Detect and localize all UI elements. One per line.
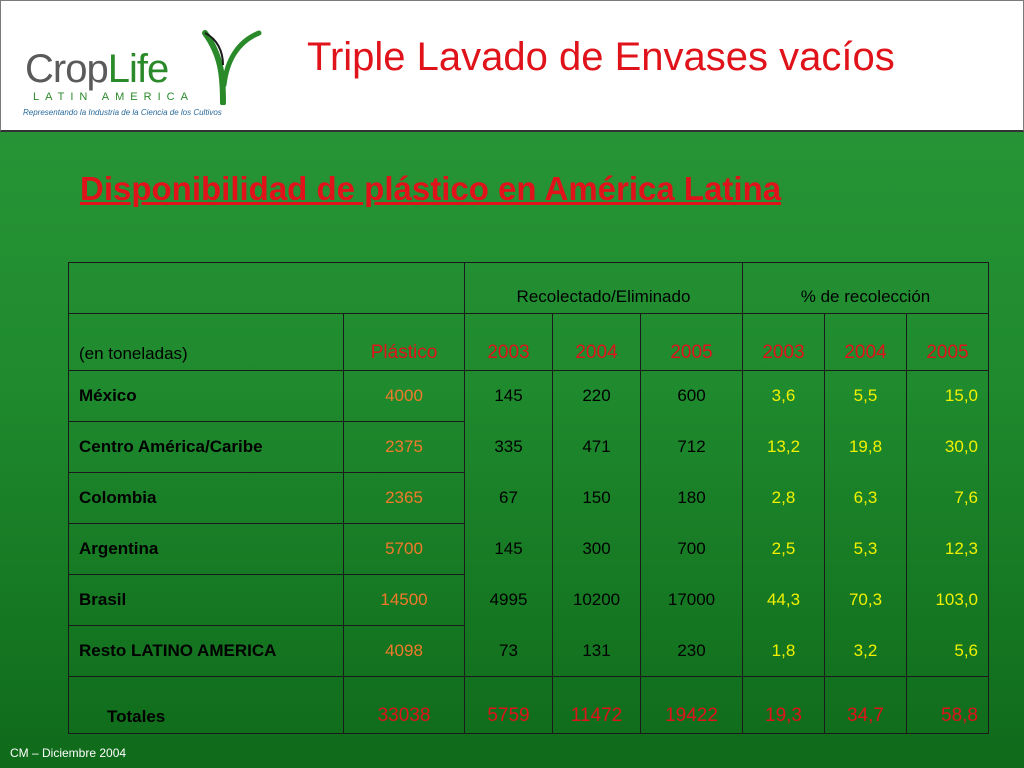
col-header-year: 2004 — [824, 313, 907, 371]
collected-cell: 150 — [552, 472, 641, 524]
percent-cell: 1,8 — [742, 625, 825, 677]
totals-percent: 58,8 — [906, 676, 989, 734]
col-header-year: 2003 — [464, 313, 553, 371]
totals-percent: 34,7 — [824, 676, 907, 734]
totals-percent: 19,3 — [742, 676, 825, 734]
percent-cell: 3,6 — [742, 370, 825, 422]
country-cell: Centro América/Caribe — [68, 421, 344, 473]
table-row: Resto LATINO AMERICA 4098 73 131 230 1,8… — [68, 625, 989, 677]
country-cell: Argentina — [68, 523, 344, 575]
percent-cell: 2,5 — [742, 523, 825, 575]
table-row: Centro América/Caribe 2375 335 471 712 1… — [68, 421, 989, 473]
collected-cell: 10200 — [552, 574, 641, 626]
totals-collected: 19422 — [640, 676, 743, 734]
collected-cell: 67 — [464, 472, 553, 524]
table-row: Brasil 14500 4995 10200 17000 44,3 70,3 … — [68, 574, 989, 626]
totals-plastic: 33038 — [343, 676, 465, 734]
collected-cell: 600 — [640, 370, 743, 422]
percent-cell: 13,2 — [742, 421, 825, 473]
collected-cell: 700 — [640, 523, 743, 575]
percent-cell: 19,8 — [824, 421, 907, 473]
country-cell: Resto LATINO AMERICA — [68, 625, 344, 677]
percent-cell: 5,5 — [824, 370, 907, 422]
plastic-availability-table: Recolectado/Eliminado % de recolección (… — [68, 262, 989, 734]
plastic-cell: 2375 — [343, 421, 465, 473]
page-title: Triple Lavado de Envases vacíos — [307, 35, 895, 79]
group-header-collected: Recolectado/Eliminado — [464, 262, 743, 314]
percent-cell: 12,3 — [906, 523, 989, 575]
percent-cell: 3,2 — [824, 625, 907, 677]
collected-cell: 73 — [464, 625, 553, 677]
percent-cell: 7,6 — [906, 472, 989, 524]
table-row: México 4000 145 220 600 3,6 5,5 15,0 — [68, 370, 989, 422]
plastic-cell: 14500 — [343, 574, 465, 626]
percent-cell: 44,3 — [742, 574, 825, 626]
logo-subtitle: LATIN AMERICA — [33, 91, 194, 103]
collected-cell: 471 — [552, 421, 641, 473]
totals-collected: 11472 — [552, 676, 641, 734]
percent-cell: 70,3 — [824, 574, 907, 626]
logo-wordmark: CropLife — [25, 47, 169, 91]
collected-cell: 335 — [464, 421, 553, 473]
country-cell: Brasil — [68, 574, 344, 626]
totals-label: Totales — [68, 676, 344, 734]
col-header-plastic: Plástico — [343, 313, 465, 371]
sprout-icon — [202, 30, 262, 105]
section-title: Disponibilidad de plástico en América La… — [80, 170, 782, 207]
collected-cell: 145 — [464, 370, 553, 422]
croplife-logo: CropLife LATIN AMERICA Representando la … — [23, 25, 263, 125]
col-header-year: 2005 — [640, 313, 743, 371]
table-row: Argentina 5700 145 300 700 2,5 5,3 12,3 — [68, 523, 989, 575]
collected-cell: 17000 — [640, 574, 743, 626]
plastic-cell: 2365 — [343, 472, 465, 524]
plastic-cell: 5700 — [343, 523, 465, 575]
slide-header: CropLife LATIN AMERICA Representando la … — [0, 0, 1024, 132]
col-header-year: 2004 — [552, 313, 641, 371]
collected-cell: 131 — [552, 625, 641, 677]
percent-cell: 103,0 — [906, 574, 989, 626]
col-header-year: 2005 — [906, 313, 989, 371]
percent-cell: 2,8 — [742, 472, 825, 524]
collected-cell: 4995 — [464, 574, 553, 626]
collected-cell: 300 — [552, 523, 641, 575]
country-cell: Colombia — [68, 472, 344, 524]
logo-tagline: Representando la Industria de la Ciencia… — [23, 108, 222, 117]
collected-cell: 145 — [464, 523, 553, 575]
collected-cell: 180 — [640, 472, 743, 524]
table-row: Colombia 2365 67 150 180 2,8 6,3 7,6 — [68, 472, 989, 524]
collected-cell: 220 — [552, 370, 641, 422]
footer-note: CM – Diciembre 2004 — [10, 746, 127, 760]
percent-cell: 6,3 — [824, 472, 907, 524]
totals-collected: 5759 — [464, 676, 553, 734]
totals-row: Totales 33038 5759 11472 19422 19,3 34,7… — [68, 676, 989, 734]
percent-cell: 30,0 — [906, 421, 989, 473]
percent-cell: 5,6 — [906, 625, 989, 677]
percent-cell: 5,3 — [824, 523, 907, 575]
collected-cell: 712 — [640, 421, 743, 473]
plastic-cell: 4000 — [343, 370, 465, 422]
country-cell: México — [68, 370, 344, 422]
collected-cell: 230 — [640, 625, 743, 677]
percent-cell: 15,0 — [906, 370, 989, 422]
unit-label: (en toneladas) — [68, 313, 344, 371]
plastic-cell: 4098 — [343, 625, 465, 677]
group-header-percent: % de recolección — [742, 262, 989, 314]
col-header-year: 2003 — [742, 313, 825, 371]
